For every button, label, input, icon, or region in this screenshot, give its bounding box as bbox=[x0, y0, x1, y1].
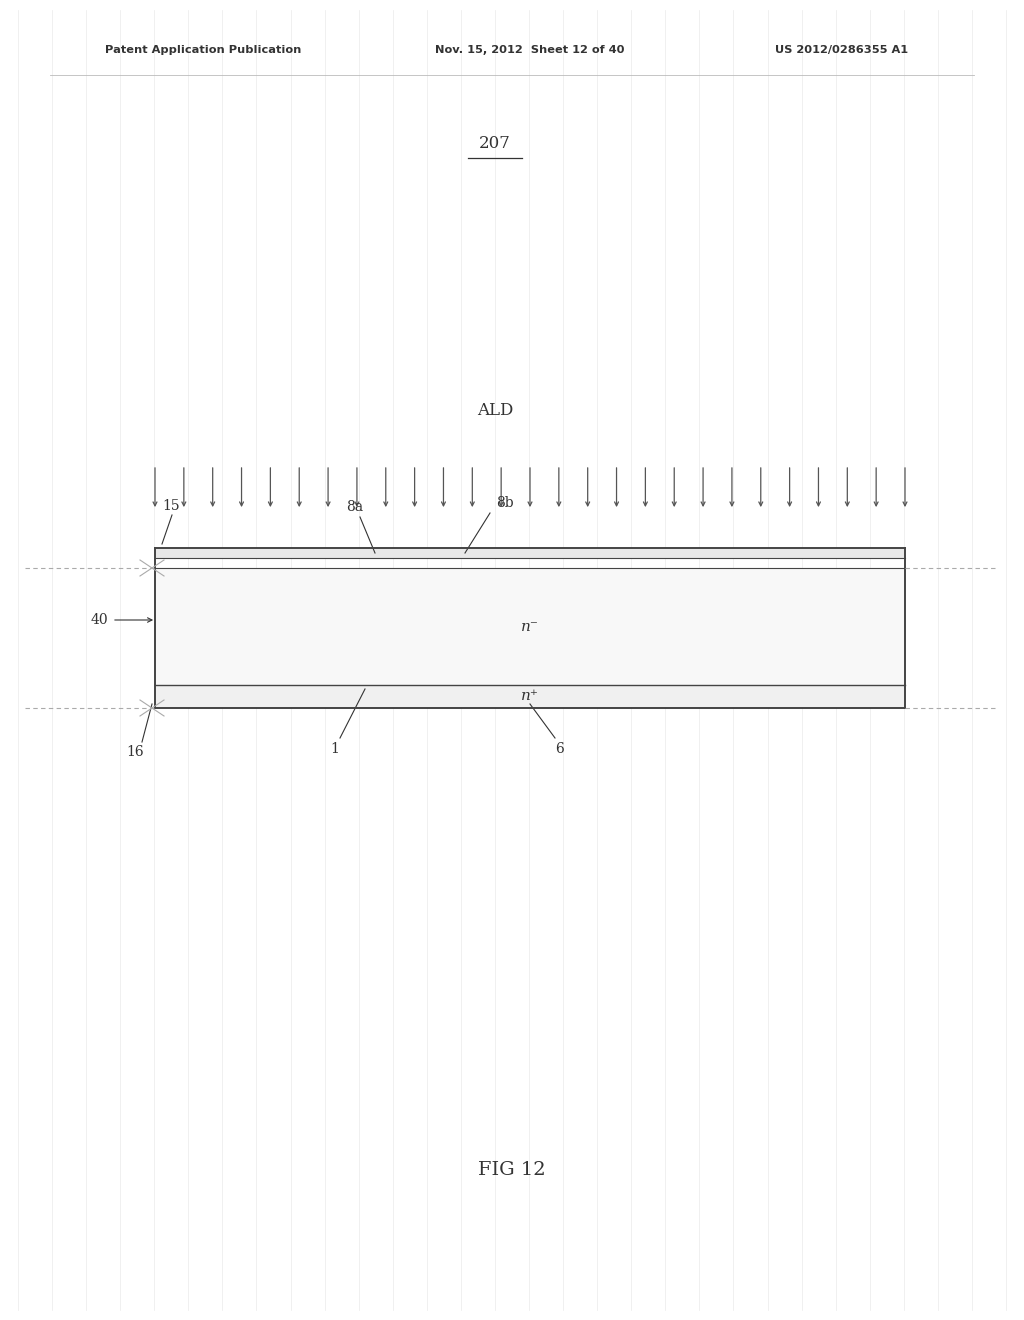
Text: 207: 207 bbox=[479, 135, 511, 152]
Text: 8a: 8a bbox=[346, 500, 364, 513]
Text: US 2012/0286355 A1: US 2012/0286355 A1 bbox=[775, 45, 908, 55]
Text: 8b: 8b bbox=[497, 496, 514, 510]
Text: 40: 40 bbox=[90, 612, 108, 627]
Text: ALD: ALD bbox=[477, 403, 513, 418]
Text: FIG 12: FIG 12 bbox=[478, 1162, 546, 1179]
Text: Patent Application Publication: Patent Application Publication bbox=[105, 45, 301, 55]
Text: n⁺: n⁺ bbox=[521, 689, 539, 704]
Text: n⁻: n⁻ bbox=[521, 620, 539, 634]
Text: Nov. 15, 2012  Sheet 12 of 40: Nov. 15, 2012 Sheet 12 of 40 bbox=[435, 45, 625, 55]
Text: 1: 1 bbox=[331, 742, 339, 756]
Text: 15: 15 bbox=[162, 499, 179, 513]
Text: 16: 16 bbox=[126, 744, 143, 759]
Bar bbox=[155, 568, 905, 685]
Bar bbox=[155, 685, 905, 708]
Bar bbox=[155, 548, 905, 558]
Text: 6: 6 bbox=[556, 742, 564, 756]
